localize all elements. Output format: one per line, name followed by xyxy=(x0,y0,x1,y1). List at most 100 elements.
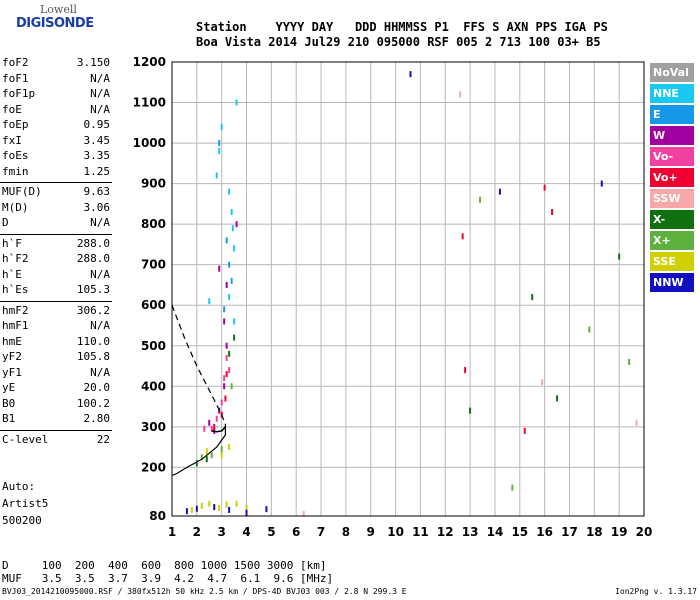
echo-point xyxy=(464,367,467,374)
legend-item: SSW xyxy=(650,189,694,208)
param-name: foF1p xyxy=(2,87,36,100)
echo-point xyxy=(225,501,228,508)
echo-point xyxy=(208,419,211,426)
y-tick-label: 1200 xyxy=(133,55,166,69)
echo-point xyxy=(185,508,188,515)
param-name: B1 xyxy=(2,412,16,425)
version-text: Ion2Png v. 1.3.17 xyxy=(615,587,697,596)
echo-point xyxy=(190,506,193,513)
param-name: foE xyxy=(2,102,22,116)
x-tick-label: 4 xyxy=(242,525,250,539)
param-row: foE N/A xyxy=(0,103,112,119)
echo-point xyxy=(223,375,226,382)
param-row: fmin 1.25 xyxy=(0,165,112,181)
param-value: 3.45 xyxy=(83,133,111,147)
echo-point xyxy=(245,509,248,516)
param-name: B0 xyxy=(2,396,16,410)
x-tick-label: 10 xyxy=(387,525,404,539)
echo-point xyxy=(205,448,208,455)
y-tick-label: 200 xyxy=(141,460,166,474)
param-name: h`E xyxy=(2,267,22,281)
echo-point xyxy=(195,460,198,467)
echo-point xyxy=(459,91,462,98)
echo-point xyxy=(230,208,233,215)
param-separator xyxy=(0,233,112,235)
param-value: 105.3 xyxy=(76,283,110,296)
y-tick-label: 600 xyxy=(141,298,166,312)
echo-point xyxy=(302,510,305,517)
param-name: h`F2 xyxy=(2,252,29,265)
echo-point xyxy=(225,342,228,349)
polarization-legend: NoVal NNE E W Vo- Vo+ SSW X- X+ SSE NNW xyxy=(650,63,694,294)
param-row: yF1 N/A xyxy=(0,366,112,382)
param-row: foF2 3.150 xyxy=(0,56,112,72)
param-name: MUF(D) xyxy=(2,185,42,198)
x-tick-label: 9 xyxy=(367,525,375,539)
param-row: yF2 105.8 xyxy=(0,350,112,366)
echo-point xyxy=(228,367,231,374)
echo-point xyxy=(208,298,211,305)
echo-point xyxy=(215,415,218,422)
param-value: 1.25 xyxy=(83,164,111,178)
param-name: yF2 xyxy=(2,350,22,363)
param-name: foEp xyxy=(2,118,29,131)
param-row: hmF2 306.2 xyxy=(0,304,112,320)
echo-point xyxy=(230,277,233,284)
auto-artist: Artist5 xyxy=(2,497,49,510)
echo-point xyxy=(200,454,203,461)
echo-point xyxy=(228,444,231,451)
param-name: foEs xyxy=(2,149,29,162)
logo-lowell-text: Lowell xyxy=(40,3,77,16)
param-value: 22 xyxy=(96,432,110,446)
x-tick-label: 19 xyxy=(611,525,628,539)
legend-item: NNW xyxy=(650,273,694,292)
echo-point xyxy=(235,99,238,106)
param-row: C-level 22 xyxy=(0,433,112,449)
x-tick-label: 6 xyxy=(292,525,300,539)
x-tick-label: 8 xyxy=(342,525,350,539)
echo-point xyxy=(543,184,546,191)
x-tick-label: 3 xyxy=(218,525,226,539)
y-tick-label: 80 xyxy=(149,509,166,523)
echo-point xyxy=(218,265,221,272)
echo-point xyxy=(228,294,231,301)
param-name: fmin xyxy=(2,164,29,178)
y-tick-label: 400 xyxy=(141,379,166,393)
echo-point xyxy=(200,502,203,509)
echo-point xyxy=(541,379,544,386)
logo-digisonde-text: DIGISONDE xyxy=(16,16,94,31)
x-tick-label: 17 xyxy=(561,525,578,539)
echo-point xyxy=(635,419,638,426)
param-value: N/A xyxy=(90,216,110,229)
legend-item: X- xyxy=(650,210,694,229)
param-row: foEp 0.95 xyxy=(0,118,112,134)
scaled-parameters-panel: foF2 3.150 foF1 N/A foF1p N/A foE N/A foEp 0.95 fx… xyxy=(0,56,112,448)
echo-point xyxy=(409,71,412,78)
param-row: yE 20.0 xyxy=(0,381,112,397)
echo-point xyxy=(628,358,631,365)
echo-point xyxy=(210,425,213,432)
param-name: foF2 xyxy=(2,56,29,69)
echo-point xyxy=(228,506,231,513)
echo-point xyxy=(218,140,221,147)
y-tick-label: 1100 xyxy=(133,96,166,110)
echo-point xyxy=(223,318,226,325)
legend-item: NoVal xyxy=(650,63,694,82)
source-info: BVJ03_2014210095000.RSF / 380fx512h 50 k… xyxy=(2,587,407,596)
param-value: N/A xyxy=(90,267,110,281)
param-value: N/A xyxy=(90,365,110,379)
param-name: C-level xyxy=(2,432,49,446)
param-name: yF1 xyxy=(2,365,22,379)
param-row: h`F2 288.0 xyxy=(0,252,112,268)
param-row: foEs 3.35 xyxy=(0,149,112,165)
echo-point xyxy=(588,326,591,333)
param-separator xyxy=(0,182,112,183)
echo-point xyxy=(551,208,554,215)
echo-point xyxy=(223,306,226,313)
digisonde-logo: Lowell DIGISONDE xyxy=(2,3,122,43)
distance-row: D 100 200 400 600 800 1000 1500 3000 [km… xyxy=(2,559,327,572)
param-row: h`F 288.0 xyxy=(0,237,112,253)
y-tick-label: 800 xyxy=(141,217,166,231)
echo-point xyxy=(233,318,236,325)
